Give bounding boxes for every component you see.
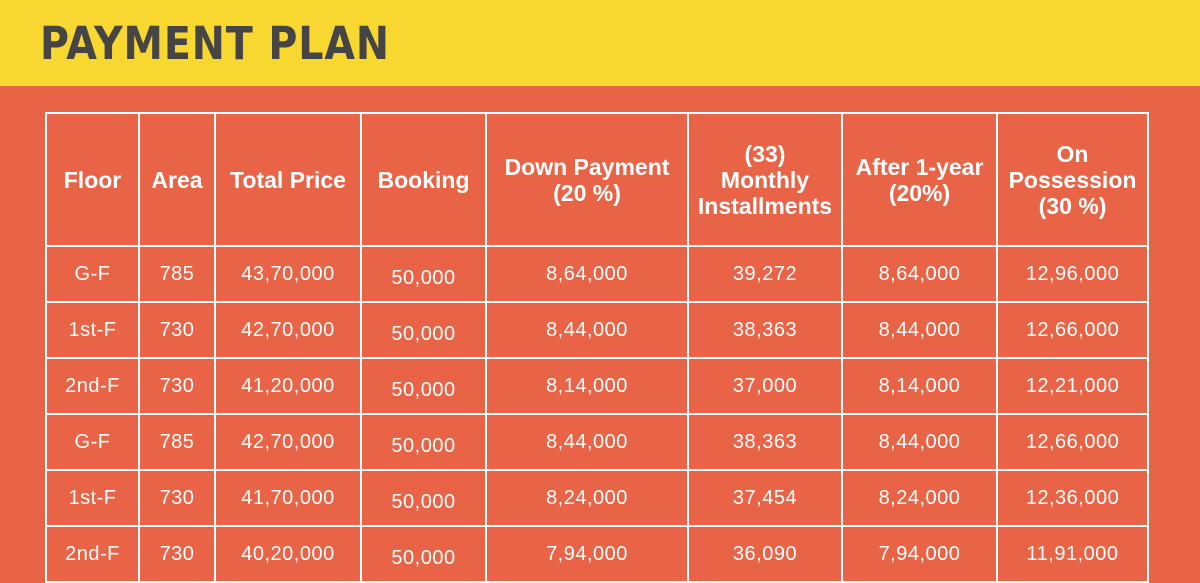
cell-down-payment: 8,44,000 xyxy=(485,301,689,359)
cell-booking: 50,000 xyxy=(360,525,487,583)
header-booking-line: Booking xyxy=(377,166,470,193)
cell-on-possession: 12,66,000 xyxy=(996,301,1149,359)
cell-total-price: 42,70,000 xyxy=(214,301,362,359)
cell-booking: 50,000 xyxy=(360,469,487,527)
header-total-price-line: Total Price xyxy=(230,166,346,193)
cell-after-1-year: 8,64,000 xyxy=(841,245,998,303)
header-after-1-year: After 1-year (20%) xyxy=(841,112,998,247)
header-down-payment-line: (20 %) xyxy=(553,179,621,206)
cell-on-possession: 12,96,000 xyxy=(996,245,1149,303)
header-down-payment-line: Down Payment xyxy=(504,153,670,180)
cell-area: 730 xyxy=(138,525,216,583)
cell-after-1-year: 7,94,000 xyxy=(841,525,998,583)
table-header-row: Floor Area Total Price Booking Down Paym… xyxy=(45,112,1149,247)
payment-plan-table-container: Floor Area Total Price Booking Down Paym… xyxy=(45,112,1149,583)
table-row: 2nd-F 730 41,20,000 50,000 8,14,000 37,0… xyxy=(45,357,1149,415)
title-banner: PAYMENT PLAN xyxy=(0,0,1200,86)
header-booking: Booking xyxy=(360,112,487,247)
cell-total-price: 40,20,000 xyxy=(214,525,362,583)
cell-monthly-installment: 37,000 xyxy=(687,357,843,415)
cell-booking: 50,000 xyxy=(360,357,487,415)
cell-floor: 2nd-F xyxy=(45,525,140,583)
table-row: G-F 785 42,70,000 50,000 8,44,000 38,363… xyxy=(45,413,1149,471)
cell-area: 785 xyxy=(138,413,216,471)
header-on-possession: On Possession (30 %) xyxy=(996,112,1149,247)
table-row: 1st-F 730 41,70,000 50,000 8,24,000 37,4… xyxy=(45,469,1149,527)
cell-after-1-year: 8,44,000 xyxy=(841,301,998,359)
table-row: G-F 785 43,70,000 50,000 8,64,000 39,272… xyxy=(45,245,1149,303)
cell-total-price: 43,70,000 xyxy=(214,245,362,303)
cell-floor: G-F xyxy=(45,413,140,471)
page-title: PAYMENT PLAN xyxy=(40,17,390,70)
cell-on-possession: 11,91,000 xyxy=(996,525,1149,583)
cell-area: 730 xyxy=(138,357,216,415)
cell-total-price: 41,20,000 xyxy=(214,357,362,415)
cell-down-payment: 7,94,000 xyxy=(485,525,689,583)
header-total-price: Total Price xyxy=(214,112,362,247)
header-on-possession-line: On xyxy=(1056,140,1089,167)
header-monthly-installments-line: (33) xyxy=(744,140,786,167)
header-area-line: Area xyxy=(151,166,203,193)
cell-monthly-installment: 38,363 xyxy=(687,301,843,359)
cell-booking: 50,000 xyxy=(360,301,487,359)
cell-area: 730 xyxy=(138,301,216,359)
header-monthly-installments: (33) Monthly Installments xyxy=(687,112,843,247)
header-after-1-year-line: (20%) xyxy=(888,179,951,206)
cell-floor: G-F xyxy=(45,245,140,303)
cell-down-payment: 8,64,000 xyxy=(485,245,689,303)
cell-monthly-installment: 38,363 xyxy=(687,413,843,471)
table-row: 2nd-F 730 40,20,000 50,000 7,94,000 36,0… xyxy=(45,525,1149,583)
header-monthly-installments-line: Monthly xyxy=(720,166,810,193)
header-down-payment: Down Payment (20 %) xyxy=(485,112,689,247)
header-after-1-year-line: After 1-year xyxy=(855,153,984,180)
cell-total-price: 42,70,000 xyxy=(214,413,362,471)
header-floor-line: Floor xyxy=(63,166,122,193)
cell-after-1-year: 8,14,000 xyxy=(841,357,998,415)
cell-floor: 2nd-F xyxy=(45,357,140,415)
payment-plan-table: Floor Area Total Price Booking Down Paym… xyxy=(45,112,1149,583)
cell-down-payment: 8,44,000 xyxy=(485,413,689,471)
cell-booking: 50,000 xyxy=(360,245,487,303)
cell-booking: 50,000 xyxy=(360,413,487,471)
header-area: Area xyxy=(138,112,216,247)
cell-total-price: 41,70,000 xyxy=(214,469,362,527)
header-on-possession-line: Possession xyxy=(1008,166,1137,193)
header-on-possession-line: (30 %) xyxy=(1038,192,1107,219)
header-floor: Floor xyxy=(45,112,140,247)
cell-on-possession: 12,36,000 xyxy=(996,469,1149,527)
cell-monthly-installment: 36,090 xyxy=(687,525,843,583)
cell-monthly-installment: 37,454 xyxy=(687,469,843,527)
cell-down-payment: 8,24,000 xyxy=(485,469,689,527)
cell-area: 730 xyxy=(138,469,216,527)
cell-monthly-installment: 39,272 xyxy=(687,245,843,303)
cell-down-payment: 8,14,000 xyxy=(485,357,689,415)
cell-floor: 1st-F xyxy=(45,469,140,527)
cell-floor: 1st-F xyxy=(45,301,140,359)
cell-after-1-year: 8,44,000 xyxy=(841,413,998,471)
cell-after-1-year: 8,24,000 xyxy=(841,469,998,527)
cell-on-possession: 12,21,000 xyxy=(996,357,1149,415)
header-monthly-installments-line: Installments xyxy=(697,192,833,219)
cell-on-possession: 12,66,000 xyxy=(996,413,1149,471)
cell-area: 785 xyxy=(138,245,216,303)
table-row: 1st-F 730 42,70,000 50,000 8,44,000 38,3… xyxy=(45,301,1149,359)
